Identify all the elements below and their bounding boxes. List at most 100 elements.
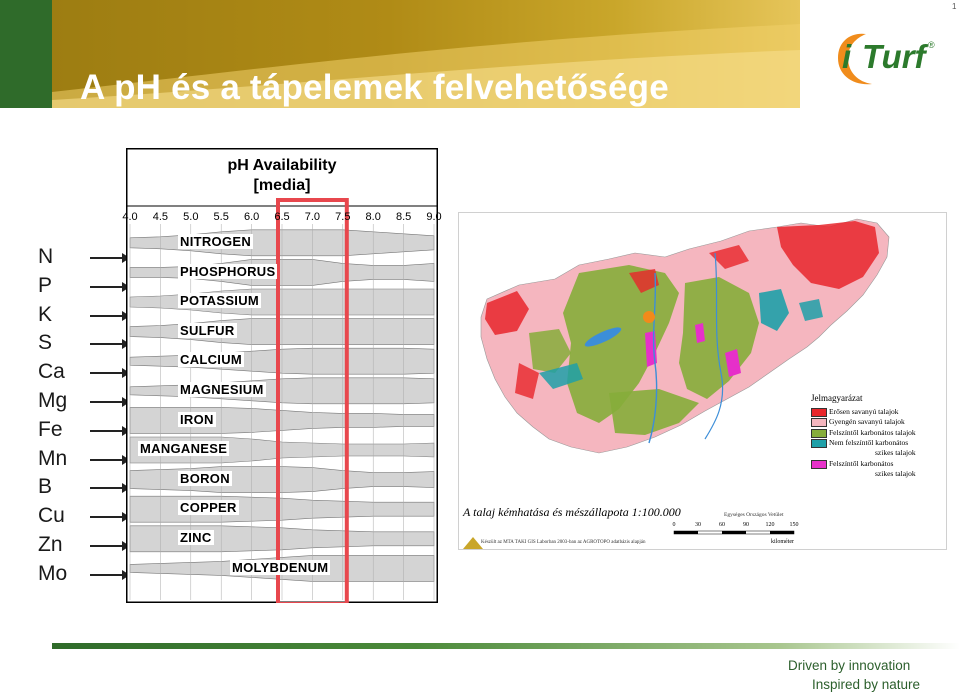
ph-tick-label: 9.0 xyxy=(426,211,442,223)
element-row: K xyxy=(34,302,130,332)
element-row: Mn xyxy=(34,446,130,476)
legend-swatch xyxy=(811,439,827,448)
scale-number: 150 xyxy=(789,522,799,528)
element-row: Cu xyxy=(34,504,130,533)
element-row: Mo xyxy=(34,561,130,591)
ph-tick-label: 8.5 xyxy=(395,211,412,223)
scale-title: Egységes Országos Vetület xyxy=(724,512,784,518)
chart-title-line1: pH Availability xyxy=(227,157,337,174)
nutrient-label: POTASSIUM xyxy=(178,293,262,309)
arrow-line xyxy=(90,401,124,403)
page-corner-mark: 1 xyxy=(952,2,957,11)
logo-registered-mark: ® xyxy=(928,40,935,50)
element-symbol: P xyxy=(38,273,53,297)
element-row: Fe xyxy=(34,417,130,447)
legend-item: Gyengén savanyú talajok xyxy=(811,417,944,427)
arrow-line xyxy=(90,487,124,490)
ph-chart-graphic xyxy=(126,148,438,603)
arrow-line xyxy=(90,343,124,346)
legend-item: Erősen savanyú talajok xyxy=(811,407,944,417)
arrow-line xyxy=(90,545,124,547)
element-symbol: K xyxy=(38,302,53,326)
element-symbol: Cu xyxy=(38,504,65,528)
ph-tick-label: 5.0 xyxy=(183,211,199,223)
map-credit: Készült az MTA TAKI GIS Laborban 2003-ba… xyxy=(481,540,646,545)
element-symbol: Ca xyxy=(38,360,65,384)
ph-availability-chart: pH Availability [media] 4.0 4.5 5.0 5.5 6.0 6… xyxy=(122,148,442,603)
arrow-line xyxy=(90,573,124,576)
arrow-line xyxy=(90,314,124,317)
scale-number: 0 xyxy=(672,522,676,528)
element-row: Ca xyxy=(34,360,130,389)
element-symbol: Fe xyxy=(38,417,63,441)
element-row: N xyxy=(34,245,130,274)
legend-label: Gyengén savanyú talajok xyxy=(829,417,905,426)
chart-title-line2: [media] xyxy=(253,177,311,194)
arrow-line xyxy=(90,429,124,432)
legend-swatch xyxy=(811,460,827,469)
ph-tick-label: 4.0 xyxy=(122,211,138,223)
nutrient-label: IRON xyxy=(178,411,216,427)
scale-number: 30 xyxy=(695,522,701,528)
element-symbol: Zn xyxy=(38,533,63,556)
scale-unit: kilométer xyxy=(771,539,794,545)
legend-label: Felszíntől karbonátos xyxy=(829,459,894,468)
legend-swatch xyxy=(811,418,827,427)
legend-label: Felszíntől karbonátos talajok xyxy=(829,428,916,437)
element-symbol: S xyxy=(38,331,53,355)
element-row: Mg xyxy=(34,389,130,418)
arrow-line xyxy=(90,516,124,519)
element-symbol: Mg xyxy=(38,389,68,412)
legend-item: Felszíntől karbonátos talajok xyxy=(811,428,944,438)
legend-swatch xyxy=(811,429,827,438)
header-wave xyxy=(52,24,800,108)
footer-bar xyxy=(52,643,960,649)
scale-number: 60 xyxy=(719,522,725,528)
element-symbol: B xyxy=(38,475,53,499)
nutrient-label: SULFUR xyxy=(178,322,237,338)
element-row: S xyxy=(34,331,130,360)
arrow-line xyxy=(90,372,124,375)
optimal-ph-highlight xyxy=(276,198,349,603)
header-green-strip xyxy=(0,0,52,108)
element-symbol: Mo xyxy=(38,561,68,585)
ph-tick-label: 6.0 xyxy=(243,211,260,223)
nutrient-label: MANGANESE xyxy=(138,441,230,457)
nutrient-label: NITROGEN xyxy=(178,234,254,249)
nutrient-label: PHOSPHORUS xyxy=(178,263,278,279)
legend-item: Felszíntől karbonátos szikes talajok xyxy=(811,459,944,478)
element-symbol: Mn xyxy=(38,446,68,470)
arrow-line xyxy=(90,257,124,259)
ph-tick-label: 7.5 xyxy=(335,211,351,223)
element-row: Zn xyxy=(34,533,130,562)
nutrient-label: BORON xyxy=(178,470,232,486)
page-title: A pH és a tápelemek felvehetősége xyxy=(80,68,669,107)
element-row: P xyxy=(34,273,130,303)
arrow-line xyxy=(90,458,124,461)
soil-map-panel: Jelmagyarázat Erősen savanyú talajok Gyen… xyxy=(458,212,947,550)
nutrient-label: ZINC xyxy=(178,530,214,545)
logo-text: Turf xyxy=(862,38,926,75)
nutrient-label: MOLYBDENUM xyxy=(230,559,331,575)
legend-label-line2: szikes talajok xyxy=(875,469,916,478)
tagline-nature: Inspired by nature xyxy=(812,677,921,692)
element-row: B xyxy=(34,475,130,504)
ph-tick-label: 5.5 xyxy=(213,211,229,223)
legend-title: Jelmagyarázat xyxy=(811,393,863,403)
ph-tick-label: 4.5 xyxy=(152,211,169,223)
nutrient-label: COPPER xyxy=(178,500,239,516)
arrow-line xyxy=(90,285,124,288)
legend-swatch xyxy=(811,408,827,417)
legend-label: Erősen savanyú talajok xyxy=(829,407,899,416)
scale-number: 90 xyxy=(743,522,749,528)
legend-label-line2: szikes talajok xyxy=(875,448,916,457)
chart-title: pH Availability [media] xyxy=(126,156,438,196)
ph-tick-label: 8.0 xyxy=(365,211,381,223)
header-band xyxy=(0,0,800,108)
scale-number: 120 xyxy=(765,522,775,528)
iturf-logo-icon xyxy=(838,33,872,85)
map-caption: A talaj kémhatása és mészállapota 1:100.… xyxy=(463,505,681,519)
nutrient-label: MAGNESIUM xyxy=(178,382,266,397)
element-symbol: N xyxy=(38,245,54,268)
hungary-soil-map xyxy=(480,218,890,454)
